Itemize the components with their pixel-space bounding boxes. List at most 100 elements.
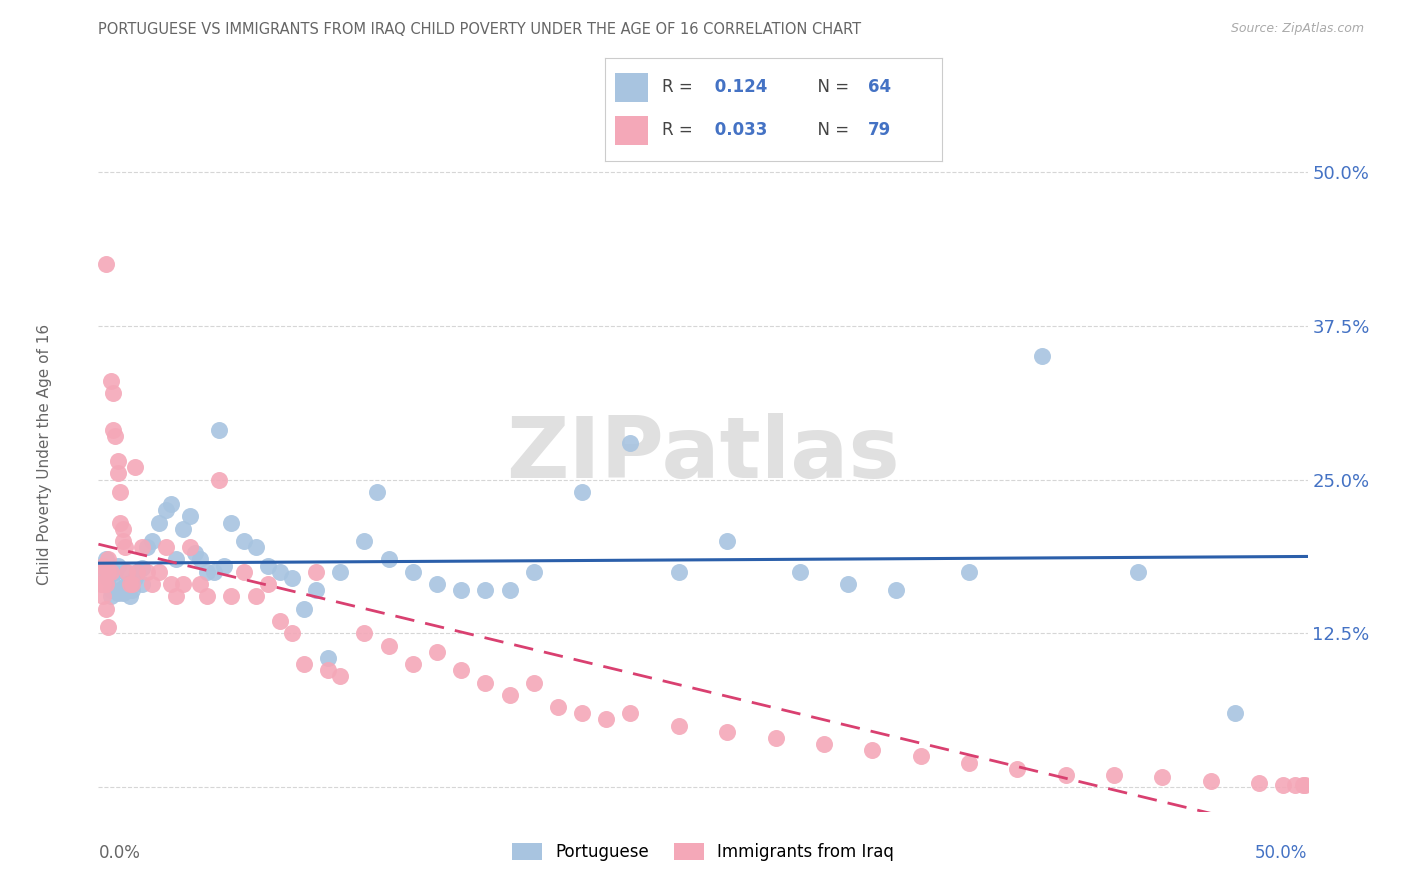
- Point: [402, 565, 425, 579]
- Point: [886, 583, 908, 598]
- Point: [91, 577, 114, 591]
- Point: [114, 565, 136, 579]
- Point: [571, 706, 593, 721]
- Point: [184, 546, 207, 560]
- Point: [619, 435, 641, 450]
- Text: ZIPatlas: ZIPatlas: [506, 413, 900, 497]
- Point: [155, 503, 177, 517]
- Point: [1102, 768, 1125, 782]
- Point: [547, 700, 569, 714]
- Point: [1128, 565, 1150, 579]
- Point: [377, 639, 399, 653]
- Point: [256, 577, 278, 591]
- Point: [160, 577, 183, 591]
- Point: [316, 651, 339, 665]
- Point: [957, 756, 980, 770]
- Point: [305, 583, 328, 598]
- Point: [1294, 778, 1316, 792]
- Text: 64: 64: [868, 78, 891, 95]
- Point: [523, 675, 546, 690]
- Point: [245, 540, 267, 554]
- Point: [141, 534, 163, 549]
- Point: [1284, 778, 1306, 792]
- Point: [107, 467, 129, 481]
- Point: [1292, 778, 1315, 792]
- Point: [269, 565, 291, 579]
- Point: [100, 590, 122, 604]
- Point: [716, 724, 738, 739]
- Point: [1199, 774, 1222, 789]
- Point: [402, 657, 425, 671]
- Point: [232, 534, 254, 549]
- Point: [188, 552, 211, 566]
- Point: [118, 577, 141, 591]
- Point: [474, 583, 496, 598]
- Point: [668, 565, 690, 579]
- Point: [104, 429, 127, 443]
- Point: [813, 737, 835, 751]
- Point: [117, 565, 139, 579]
- Point: [94, 257, 117, 271]
- Point: [1031, 350, 1053, 364]
- Text: R =: R =: [662, 120, 697, 139]
- Point: [269, 614, 291, 628]
- Text: N =: N =: [807, 78, 855, 95]
- Point: [131, 577, 153, 591]
- Text: 0.033: 0.033: [709, 120, 768, 139]
- Point: [107, 585, 129, 599]
- Point: [860, 743, 883, 757]
- Point: [160, 497, 183, 511]
- Point: [90, 565, 112, 579]
- Point: [426, 645, 449, 659]
- Point: [179, 509, 201, 524]
- Point: [172, 577, 194, 591]
- Text: 0.124: 0.124: [709, 78, 768, 95]
- Point: [195, 565, 218, 579]
- Point: [281, 626, 304, 640]
- Text: Child Poverty Under the Age of 16: Child Poverty Under the Age of 16: [37, 325, 52, 585]
- Point: [124, 571, 146, 585]
- Point: [111, 534, 134, 549]
- Point: [188, 577, 211, 591]
- Point: [292, 601, 315, 615]
- Point: [101, 423, 124, 437]
- Point: [148, 565, 170, 579]
- Point: [94, 577, 117, 591]
- Point: [127, 565, 149, 579]
- Point: [107, 558, 129, 573]
- Point: [100, 374, 122, 388]
- Point: [101, 577, 124, 591]
- Point: [179, 540, 201, 554]
- Point: [117, 577, 139, 591]
- Point: [329, 669, 352, 683]
- Point: [716, 534, 738, 549]
- Point: [104, 565, 127, 579]
- Point: [135, 540, 157, 554]
- Point: [101, 386, 124, 401]
- Text: N =: N =: [807, 120, 855, 139]
- Point: [97, 571, 120, 585]
- Point: [127, 565, 149, 579]
- Point: [292, 657, 315, 671]
- Point: [155, 540, 177, 554]
- Point: [498, 583, 520, 598]
- Point: [204, 565, 226, 579]
- Point: [353, 534, 375, 549]
- Point: [212, 558, 235, 573]
- Point: [837, 577, 859, 591]
- Point: [619, 706, 641, 721]
- Point: [353, 626, 375, 640]
- Point: [111, 522, 134, 536]
- Point: [426, 577, 449, 591]
- Point: [450, 663, 472, 677]
- Point: [121, 577, 143, 591]
- Point: [1249, 776, 1271, 790]
- Point: [97, 552, 120, 566]
- Text: 50.0%: 50.0%: [1256, 844, 1308, 862]
- Point: [90, 577, 112, 591]
- Point: [97, 565, 120, 579]
- Point: [165, 590, 187, 604]
- Point: [91, 590, 114, 604]
- Point: [571, 484, 593, 499]
- Point: [121, 583, 143, 598]
